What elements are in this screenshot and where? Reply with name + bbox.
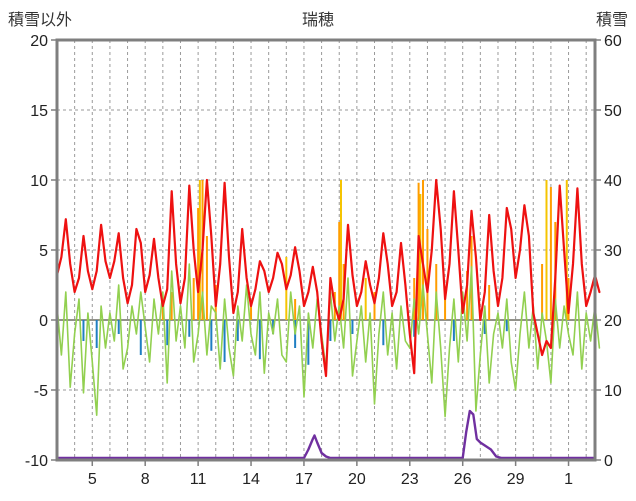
svg-text:29: 29 (507, 471, 525, 488)
svg-text:-5: -5 (34, 383, 48, 400)
svg-text:14: 14 (242, 471, 260, 488)
svg-text:50: 50 (604, 103, 622, 120)
svg-text:20: 20 (30, 33, 48, 50)
svg-text:20: 20 (604, 313, 622, 330)
svg-text:5: 5 (88, 471, 97, 488)
right-axis-title: 積雪 (595, 12, 628, 29)
svg-text:40: 40 (604, 173, 622, 190)
svg-text:15: 15 (30, 103, 48, 120)
svg-text:1: 1 (564, 471, 573, 488)
svg-text:-10: -10 (25, 453, 48, 470)
svg-text:17: 17 (295, 471, 313, 488)
svg-text:10: 10 (604, 383, 622, 400)
chart-title: 瑞穂 (301, 12, 334, 29)
svg-text:20: 20 (348, 471, 366, 488)
svg-text:30: 30 (604, 243, 622, 260)
svg-text:0: 0 (604, 453, 613, 470)
svg-text:5: 5 (39, 243, 48, 260)
svg-text:60: 60 (604, 33, 622, 50)
svg-text:8: 8 (141, 471, 150, 488)
svg-text:0: 0 (39, 313, 48, 330)
svg-text:11: 11 (190, 471, 207, 488)
svg-text:23: 23 (401, 471, 419, 488)
svg-text:10: 10 (30, 173, 48, 190)
svg-text:26: 26 (454, 471, 472, 488)
left-axis-title: 積雪以外 (8, 12, 73, 29)
